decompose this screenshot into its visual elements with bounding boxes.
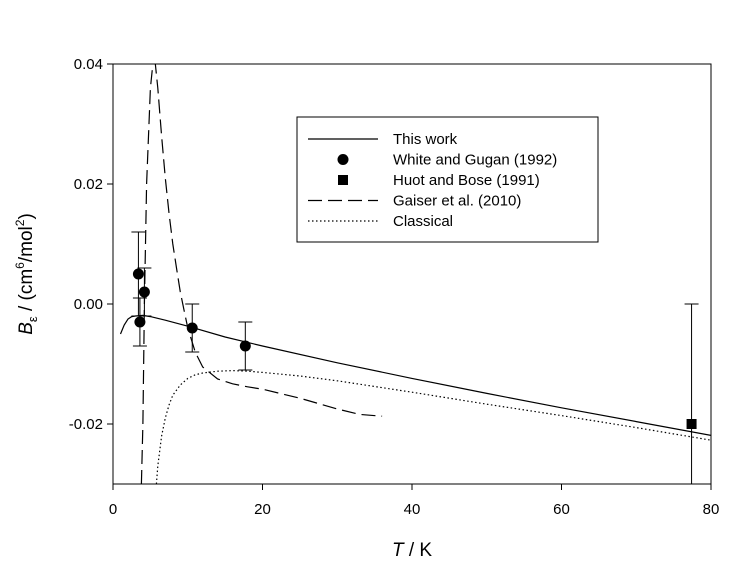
legend-label: Gaiser et al. (2010) [393,193,521,210]
series-line-classical [155,369,711,484]
legend-swatch-square [338,175,348,185]
x-tick-label: 0 [109,501,117,518]
legend-swatch-circle [337,154,349,165]
y-tick-label: 0.04 [74,56,103,73]
legend-label: Classical [393,213,453,230]
x-axis-ticks: 0 20 40 60 80 [109,484,720,518]
data-point-circle [138,286,150,298]
data-point-circle [239,340,251,352]
legend-items: This work White and Gugan (1992) Huot and … [308,131,557,230]
series-line-gaiser-et-al-2010 [140,64,383,484]
y-tick-label: 0.02 [74,176,103,193]
x-tick-label: 60 [553,501,570,518]
data-point-square [686,419,697,429]
legend-label: White and Gugan (1992) [393,152,557,169]
legend-label: This work [393,131,458,148]
x-tick-label: 40 [404,501,421,518]
data-point-circle [134,316,146,328]
legend-item: Classical [308,213,453,230]
data-point-circle [132,268,144,280]
legend-item: This work [308,131,458,148]
legend: This work White and Gugan (1992) Huot and … [296,116,599,243]
y-tick-label: -0.02 [69,416,103,433]
points-layer [131,231,699,484]
legend-item: Gaiser et al. (2010) [308,193,521,210]
x-tick-label: 80 [703,501,720,518]
data-point-circle [186,322,198,334]
x-axis-label: T / K [392,540,432,561]
x-tick-label: 20 [254,501,271,518]
legend-label: Huot and Bose (1991) [393,172,540,189]
series-line-this-work [119,314,711,436]
y-tick-label: 0.00 [74,296,103,313]
legend-item: Huot and Bose (1991) [338,172,540,189]
y-axis-label: Bε / (cm6/mol2) [13,213,40,335]
y-axis-ticks: -0.02 0.00 0.02 0.04 [69,56,113,433]
legend-item: White and Gugan (1992) [337,152,557,169]
